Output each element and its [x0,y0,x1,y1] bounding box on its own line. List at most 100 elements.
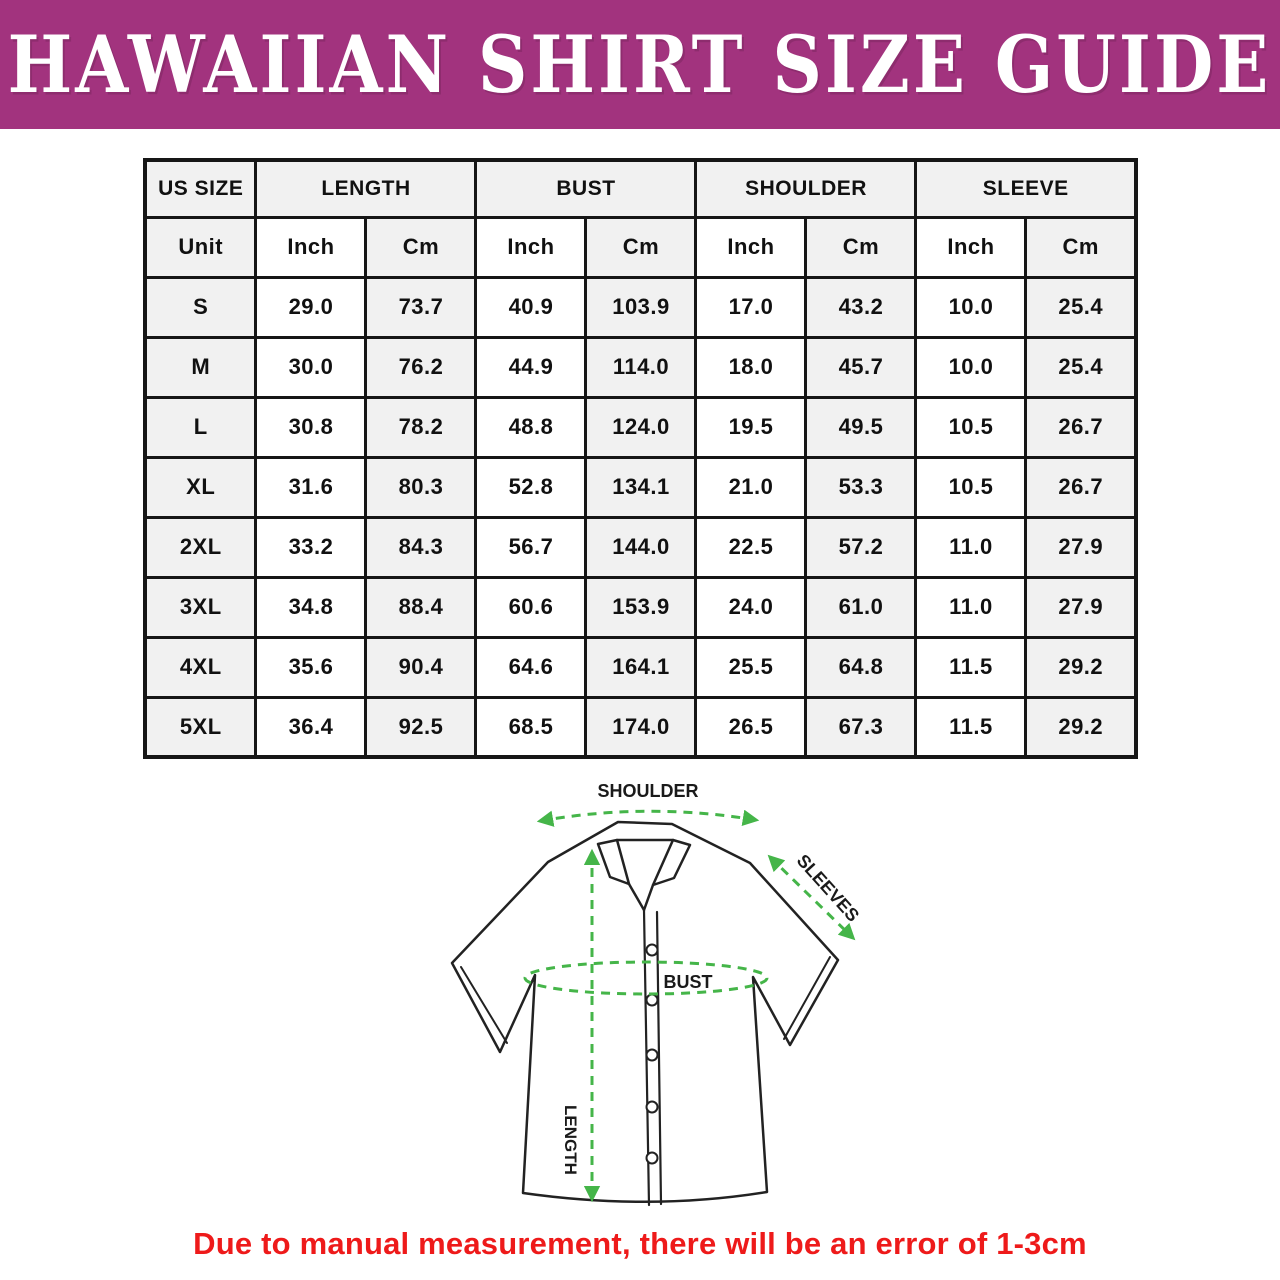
size-label-cell: 5XL [143,695,258,759]
measurement-cell: 25.4 [1024,275,1138,339]
title-banner: HAWAIIAN SHIRT SIZE GUIDE [0,0,1280,129]
measurement-cell: 44.9 [474,335,588,399]
col-header-length: LENGTH [254,158,478,219]
collar-right-flap [651,838,692,887]
measurement-cell: 11.0 [914,575,1028,639]
measurement-cell: 49.5 [804,395,918,459]
size-label-cell: 4XL [143,635,258,699]
size-label-cell: M [143,335,258,399]
measurement-cell: 61.0 [804,575,918,639]
measurement-cell: 84.3 [364,515,478,579]
measurement-cell: 144.0 [584,515,698,579]
unit-cell: Cm [364,215,478,279]
measurement-cell: 31.6 [254,455,368,519]
unit-cell: Cm [804,215,918,279]
measurement-disclaimer: Due to manual measurement, there will be… [193,1226,1087,1261]
col-header-bust: BUST [474,158,698,219]
measurement-cell: 24.0 [694,575,808,639]
measurement-cell: 60.6 [474,575,588,639]
table-row: 5XL 36.4 92.5 68.5 174.0 26.5 67.3 11.5 29.2 [143,695,1138,759]
measurement-cell: 124.0 [584,395,698,459]
table-row: 2XL 33.2 84.3 56.7 144.0 22.5 57.2 11.0 27.9 [143,515,1138,579]
table-row: XL 31.6 80.3 52.8 134.1 21.0 53.3 10.5 26.7 [143,455,1138,519]
measurement-cell: 29.2 [1024,635,1138,699]
bust-label: BUST [664,972,713,992]
measurement-cell: 45.7 [804,335,918,399]
measurement-cell: 174.0 [584,695,698,759]
size-table-body: S 29.0 73.7 40.9 103.9 17.0 43.2 10.0 25.4 M 30.0 7… [143,275,1138,759]
measurement-cell: 21.0 [694,455,808,519]
unit-row: Unit Inch Cm Inch Cm Inch Cm Inch Cm [143,215,1138,279]
table-row: L 30.8 78.2 48.8 124.0 19.5 49.5 10.5 26.7 [143,395,1138,459]
measurement-cell: 114.0 [584,335,698,399]
measurement-cell: 34.8 [254,575,368,639]
measurement-cell: 19.5 [694,395,808,459]
col-header-shoulder: SHOULDER [694,158,918,219]
measurement-cell: 25.4 [1024,335,1138,399]
measurement-cell: 11.0 [914,515,1028,579]
unit-cell: Inch [914,215,1028,279]
measurement-cell: 10.5 [914,455,1028,519]
measurement-cell: 48.8 [474,395,588,459]
sleeves-measure-arrow [767,854,856,941]
shirt-measurement-diagram: SHOULDER SLEEVES BUST LENGTH [450,781,863,1207]
measurement-cell: 43.2 [804,275,918,339]
measurement-cell: 52.8 [474,455,588,519]
unit-cell: Inch [694,215,808,279]
measurement-cell: 11.5 [914,695,1028,759]
buttons [645,943,659,1165]
button-dot [645,1151,659,1165]
measurement-cell: 73.7 [364,275,478,339]
measurement-cell: 17.0 [694,275,808,339]
col-header-sleeve: SLEEVE [914,158,1138,219]
measurement-cell: 57.2 [804,515,918,579]
measurement-cell: 10.0 [914,335,1028,399]
measurement-cell: 29.2 [1024,695,1138,759]
unit-cell: Cm [1024,215,1138,279]
measurement-cell: 22.5 [694,515,808,579]
measurement-cell: 78.2 [364,395,478,459]
unit-cell: Inch [254,215,368,279]
measurement-cell: 92.5 [364,695,478,759]
measurement-cell: 164.1 [584,635,698,699]
col-header-us-size: US SIZE [143,158,258,219]
unit-cell: Unit [143,215,258,279]
table-row: S 29.0 73.7 40.9 103.9 17.0 43.2 10.0 25.4 [143,275,1138,339]
unit-cell: Inch [474,215,588,279]
size-label-cell: 2XL [143,515,258,579]
button-dot [645,943,659,957]
table-row: M 30.0 76.2 44.9 114.0 18.0 45.7 10.0 25.4 [143,335,1138,399]
measurement-cell: 33.2 [254,515,368,579]
measurement-cell: 27.9 [1024,575,1138,639]
measurement-cell: 30.8 [254,395,368,459]
shoulder-measure-arrow [536,809,760,827]
measurement-cell: 80.3 [364,455,478,519]
measurement-cell: 25.5 [694,635,808,699]
unit-cell: Cm [584,215,698,279]
measurement-cell: 26.7 [1024,395,1138,459]
measurement-cell: 40.9 [474,275,588,339]
measurement-cell: 10.0 [914,275,1028,339]
table-row: 3XL 34.8 88.4 60.6 153.9 24.0 61.0 11.0 27.9 [143,575,1138,639]
measurement-cell: 26.5 [694,695,808,759]
button-dot [645,1048,659,1062]
measurement-cell: 10.5 [914,395,1028,459]
measurement-cell: 18.0 [694,335,808,399]
measurement-cell: 56.7 [474,515,588,579]
measurement-cell: 36.4 [254,695,368,759]
table-row: 4XL 35.6 90.4 64.6 164.1 25.5 64.8 11.5 29.2 [143,635,1138,699]
collar-left-flap [596,838,631,886]
measurement-cell: 64.6 [474,635,588,699]
measurement-cell: 67.3 [804,695,918,759]
measurement-cell: 30.0 [254,335,368,399]
measurement-cell: 11.5 [914,635,1028,699]
size-label-cell: S [143,275,258,339]
measurement-cell: 103.9 [584,275,698,339]
measurement-cell: 90.4 [364,635,478,699]
collar-v-opening [627,882,655,912]
bust-measure-ellipse [523,960,769,996]
measurement-cell: 27.9 [1024,515,1138,579]
measurement-cell: 26.7 [1024,455,1138,519]
measurement-cell: 134.1 [584,455,698,519]
size-label-cell: XL [143,455,258,519]
